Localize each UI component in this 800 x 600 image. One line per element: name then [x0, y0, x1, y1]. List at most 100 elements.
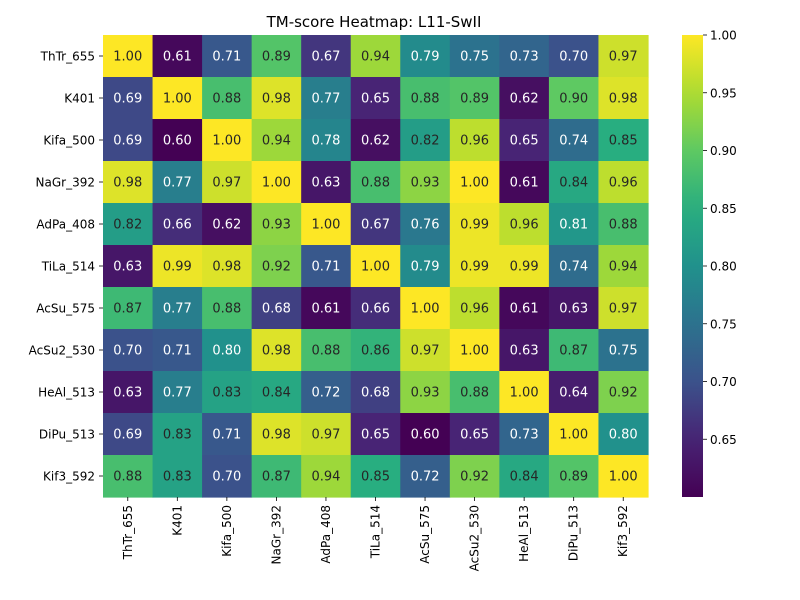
- y-tick-label: TiLa_514: [41, 260, 95, 274]
- cell-value-label: 0.70: [559, 50, 588, 65]
- heatmap-cell: [103, 287, 154, 330]
- heatmap-cell: [301, 119, 352, 162]
- x-tick-label: AcSu2_530: [468, 505, 482, 571]
- cell-value-label: 0.78: [311, 134, 340, 149]
- cell-value-label: 0.93: [411, 176, 440, 191]
- cell-value-label: 0.88: [212, 302, 241, 317]
- heatmap-cell: [301, 287, 352, 330]
- heatmap-cell: [400, 245, 451, 288]
- heatmap-cell: [152, 161, 203, 204]
- heatmap-cell: [103, 203, 154, 246]
- heatmap-cell: [449, 203, 500, 246]
- x-tick-label: K401: [170, 505, 184, 536]
- heatmap-cell: [400, 329, 451, 372]
- heatmap-cell: [152, 329, 203, 372]
- heatmap-cell: [548, 371, 600, 414]
- colorbar-tick-label: 0.95: [710, 86, 737, 100]
- cell-value-label: 0.71: [311, 260, 340, 275]
- colorbar-tick-label: 0.70: [710, 375, 737, 389]
- cell-value-label: 0.67: [311, 50, 340, 65]
- cell-value-label: 0.62: [212, 218, 241, 233]
- cell-value-label: 1.00: [411, 302, 440, 317]
- heatmap-cell: [548, 119, 600, 162]
- cell-value-label: 0.94: [311, 470, 340, 485]
- cell-value-label: 0.74: [559, 260, 588, 275]
- cell-value-label: 0.89: [460, 92, 489, 107]
- heatmap-cell: [449, 119, 500, 162]
- heatmap-cell: [301, 371, 352, 414]
- cell-value-label: 0.94: [361, 50, 390, 65]
- cell-value-label: 0.67: [361, 218, 390, 233]
- heatmap-cell: [548, 203, 600, 246]
- cell-value-label: 0.63: [113, 386, 142, 401]
- cell-value-label: 0.96: [460, 302, 489, 317]
- cell-value-label: 0.64: [559, 386, 588, 401]
- y-tick-label: ThTr_655: [40, 50, 95, 64]
- cell-value-label: 0.77: [163, 386, 192, 401]
- y-tick-label: AcSu_575: [36, 302, 95, 316]
- heatmap-cell: [449, 371, 500, 414]
- cell-value-label: 0.75: [460, 50, 489, 65]
- heatmap-cell: [499, 455, 550, 498]
- cell-value-label: 0.79: [411, 260, 440, 275]
- y-axis: ThTr_655 K401 Kifa_500 NaGr_392 AdPa_408 TiLa…: [29, 50, 103, 484]
- heatmap-cell: [152, 287, 203, 330]
- heatmap-cell: [152, 455, 203, 498]
- cell-value-label: 0.66: [361, 302, 390, 317]
- cell-value-label: 0.80: [212, 344, 241, 359]
- heatmap-cell: [103, 413, 154, 456]
- heatmap-cell: [400, 413, 451, 456]
- heatmap-cell: [251, 371, 302, 414]
- heatmap-cell: [301, 413, 352, 456]
- heatmap-cell: [301, 455, 352, 498]
- cell-value-label: 0.73: [510, 50, 539, 65]
- cell-value-label: 0.61: [510, 176, 539, 191]
- heatmap-cell: [103, 161, 154, 204]
- cell-value-label: 0.63: [559, 302, 588, 317]
- cell-value-label: 0.97: [311, 428, 340, 443]
- cell-value-label: 0.68: [361, 386, 390, 401]
- cell-value-label: 0.70: [113, 344, 142, 359]
- y-tick-label: DiPu_513: [39, 428, 95, 442]
- heatmap-cell: [152, 203, 203, 246]
- heatmap-cell: [548, 455, 600, 498]
- heatmap-cell: [449, 413, 500, 456]
- cell-value-label: 0.98: [262, 428, 291, 443]
- cell-value-label: 0.63: [113, 260, 142, 275]
- cell-value-label: 0.77: [163, 302, 192, 317]
- heatmap-cell: [598, 203, 649, 246]
- heatmap-cell: [598, 287, 649, 330]
- heatmap-cell: [350, 455, 401, 498]
- cell-value-label: 1.00: [113, 50, 142, 65]
- heatmap-cells: 1.00 0.61 0.71 0.89 0.67 0.94 0.79 0.75 0.73 0.70…: [103, 35, 649, 498]
- cell-value-label: 0.97: [212, 176, 241, 191]
- heatmap-cell: [400, 161, 451, 204]
- cell-value-label: 1.00: [460, 176, 489, 191]
- heatmap-cell: [598, 371, 649, 414]
- cell-value-label: 0.65: [510, 134, 539, 149]
- heatmap-cell: [251, 35, 302, 78]
- heatmap-cell: [202, 161, 253, 204]
- cell-value-label: 0.82: [113, 218, 142, 233]
- heatmap-cell: [202, 203, 253, 246]
- heatmap-cell: [301, 203, 352, 246]
- cell-value-label: 0.82: [411, 134, 440, 149]
- cell-value-label: 0.88: [411, 92, 440, 107]
- cell-value-label: 1.00: [262, 176, 291, 191]
- cell-value-label: 0.96: [609, 176, 638, 191]
- heatmap-cell: [548, 413, 600, 456]
- cell-value-label: 0.79: [411, 50, 440, 65]
- cell-value-label: 0.84: [510, 470, 539, 485]
- heatmap-cell: [251, 287, 302, 330]
- cell-value-label: 0.98: [212, 260, 241, 275]
- cell-value-label: 0.98: [113, 176, 142, 191]
- heatmap-cell: [202, 77, 253, 120]
- heatmap-cell: [251, 77, 302, 120]
- cell-value-label: 0.93: [411, 386, 440, 401]
- heatmap-cell: [400, 35, 451, 78]
- cell-value-label: 1.00: [609, 470, 638, 485]
- heatmap-cell: [548, 245, 600, 288]
- cell-value-label: 0.90: [559, 92, 588, 107]
- y-tick-label: K401: [64, 92, 95, 106]
- heatmap-cell: [251, 329, 302, 372]
